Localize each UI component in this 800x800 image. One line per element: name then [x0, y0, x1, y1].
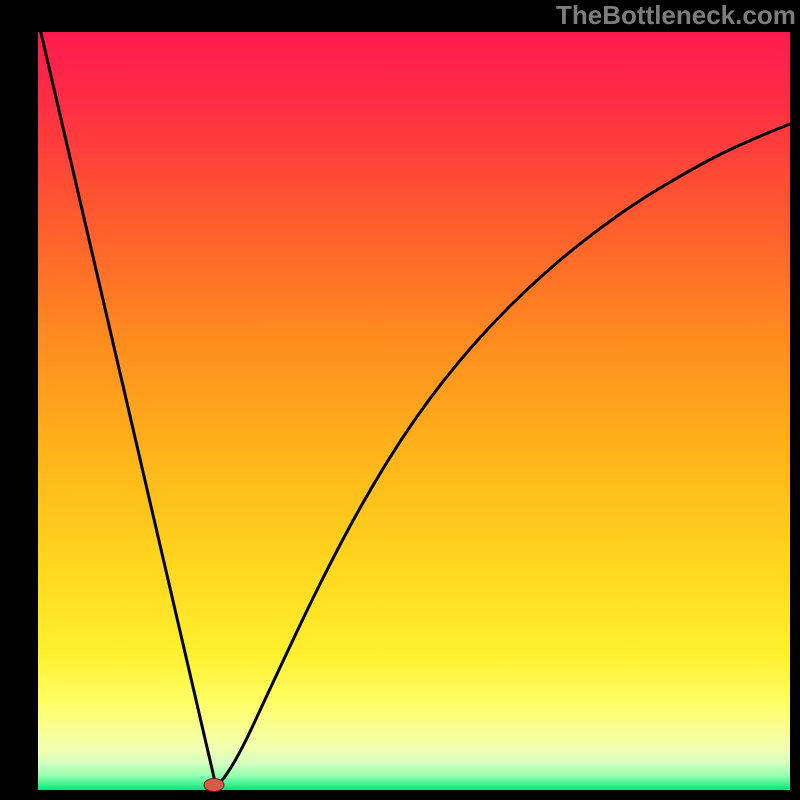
bottleneck-chart: [0, 0, 800, 800]
optimal-point-marker: [204, 779, 224, 792]
plot-area: [38, 32, 790, 790]
watermark-text: TheBottleneck.com: [556, 0, 796, 31]
